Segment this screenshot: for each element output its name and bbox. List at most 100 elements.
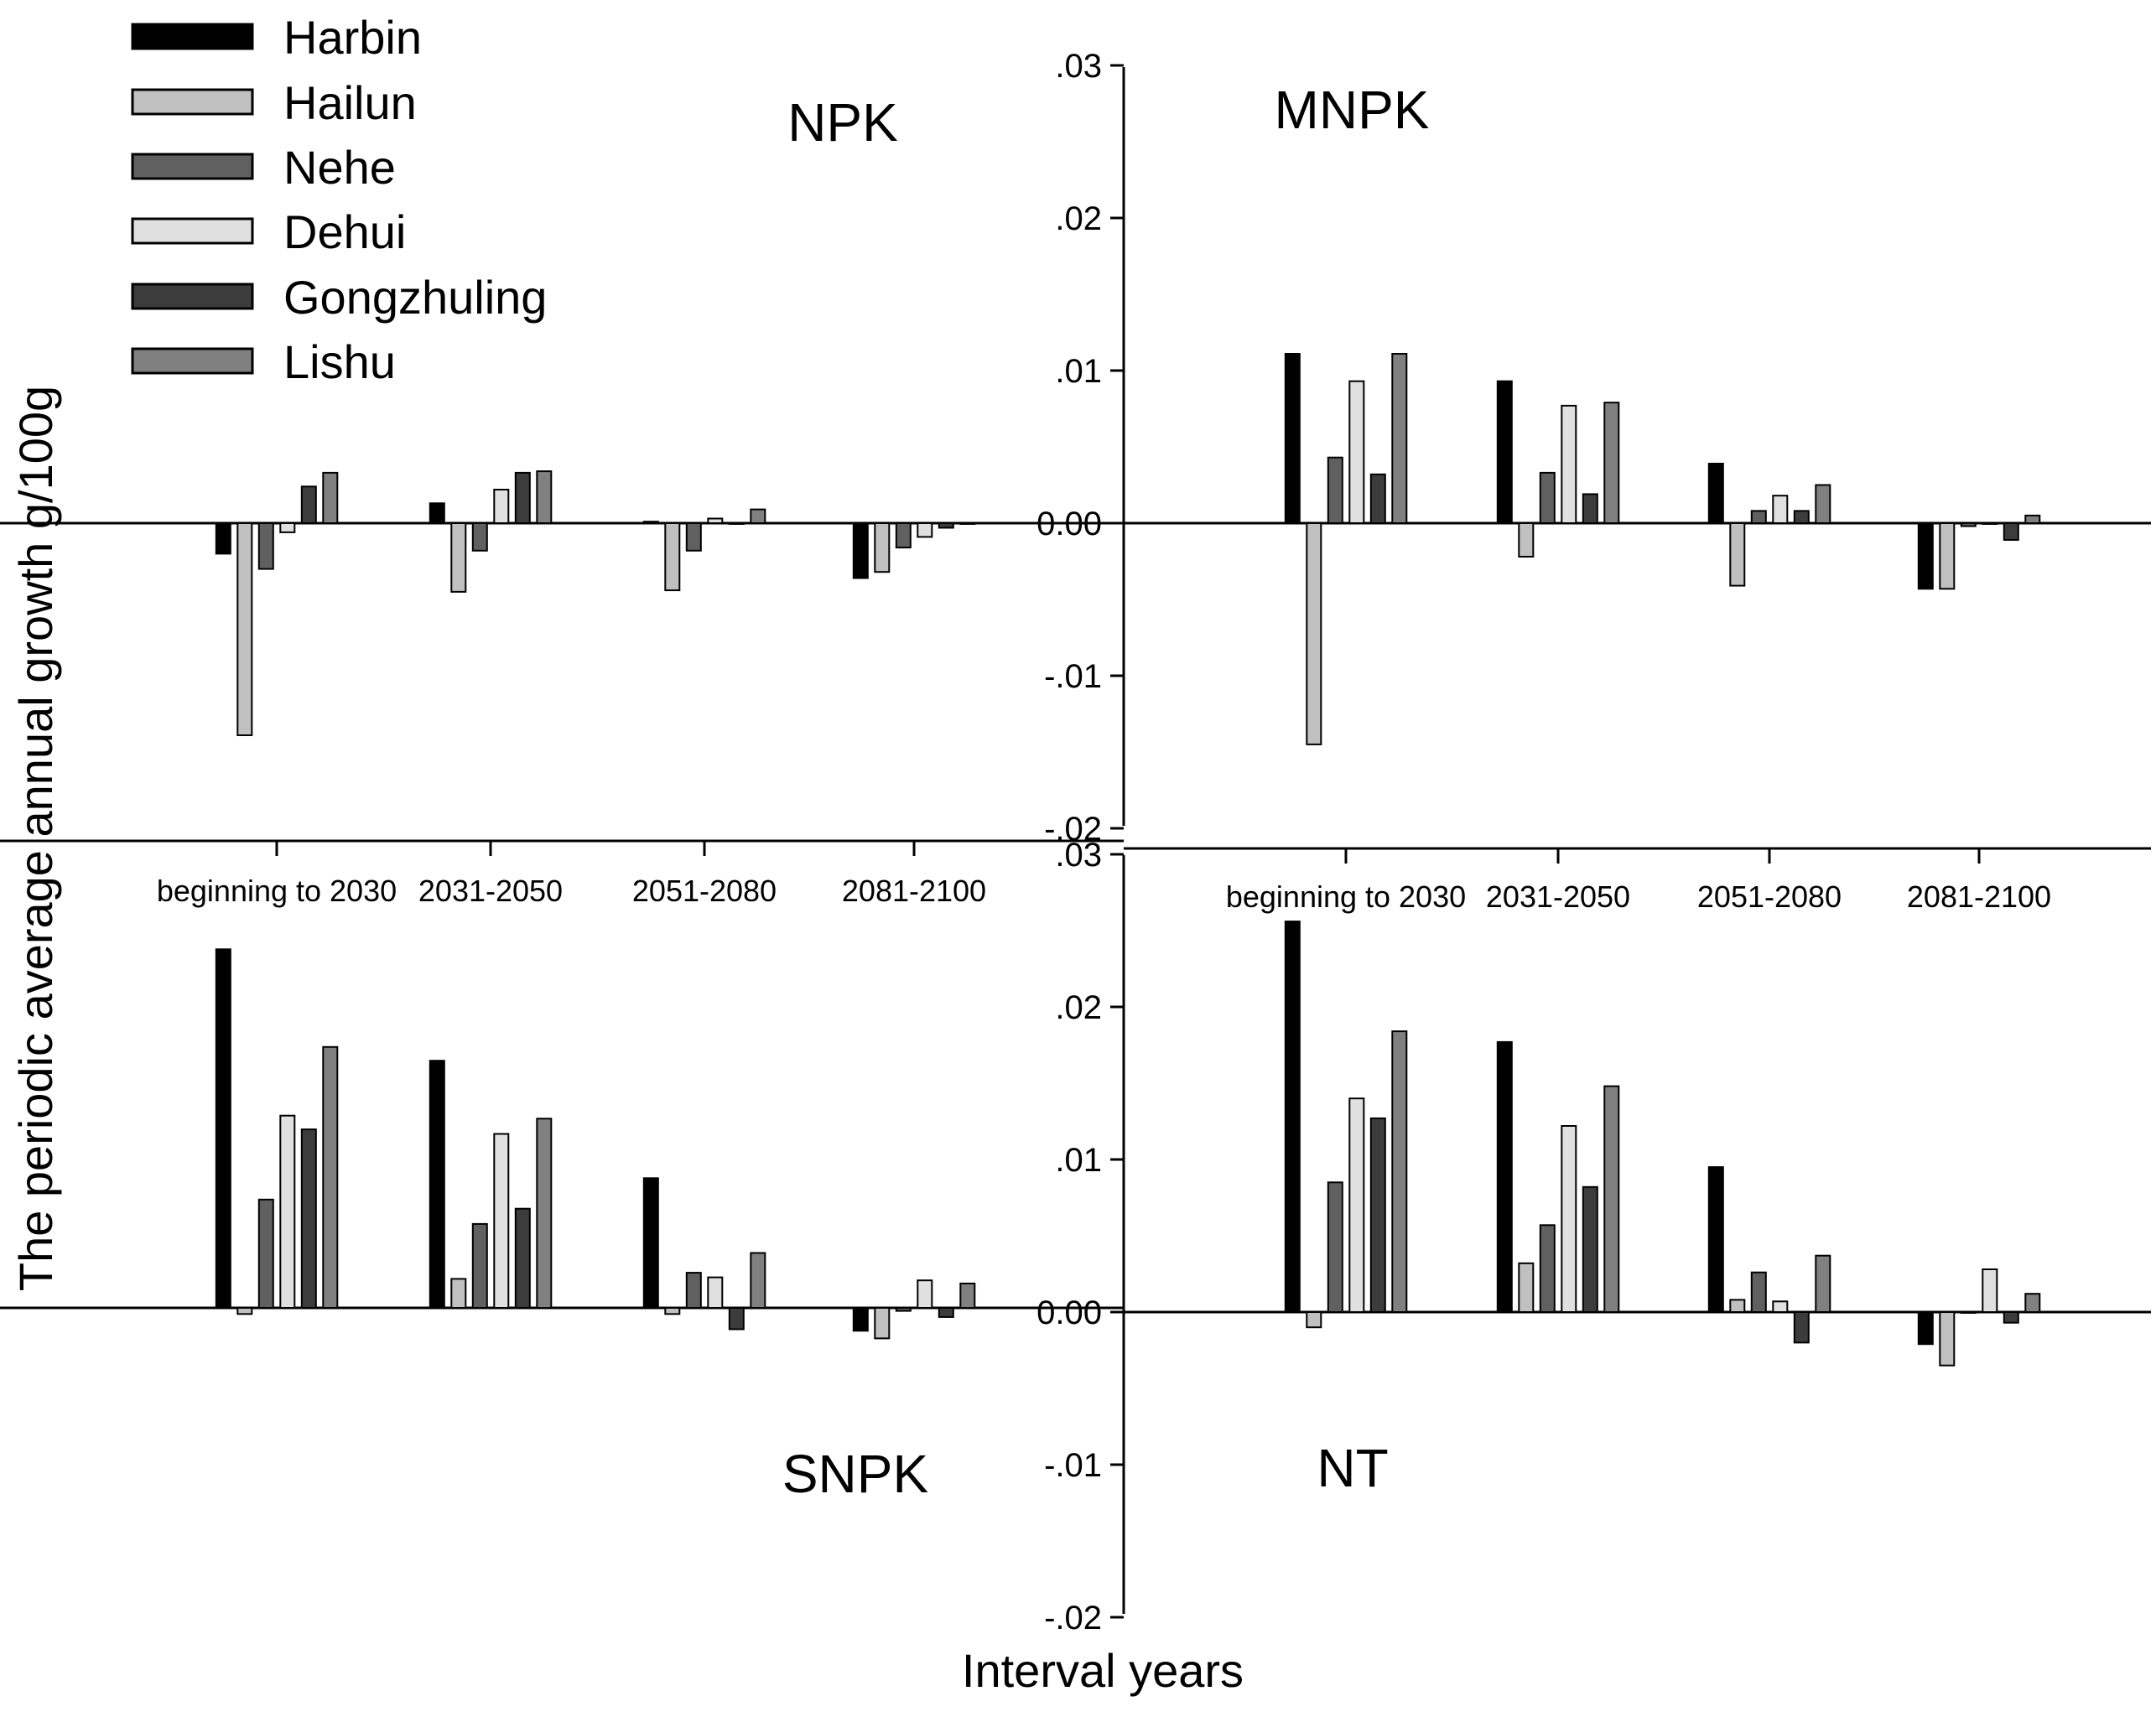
bar-mnpk-nehe-3 xyxy=(1750,510,1767,525)
legend-swatch-hailun xyxy=(131,88,254,116)
bar-mnpk-gongzhuling-1 xyxy=(1369,473,1386,524)
bar-nt-nehe-1 xyxy=(1327,1181,1343,1314)
legend-label-nehe: Nehe xyxy=(283,141,396,194)
nt-y-tick-label-2: .02 xyxy=(1055,989,1102,1026)
bar-snpk-harbin-2 xyxy=(429,1060,445,1309)
bar-npk-gongzhuling-3 xyxy=(728,522,745,525)
bar-nt-dehui-2 xyxy=(1561,1125,1577,1313)
bar-nt-gongzhuling-2 xyxy=(1582,1185,1598,1314)
bar-npk-hailun-4 xyxy=(874,522,891,573)
panel-title-npk: NPK xyxy=(787,92,898,153)
bar-nt-lishu-2 xyxy=(1603,1085,1620,1313)
bar-npk-gongzhuling-2 xyxy=(514,471,531,525)
bar-snpk-gongzhuling-4 xyxy=(938,1307,954,1318)
bar-mnpk-lishu-1 xyxy=(1391,353,1408,524)
bar-mnpk-hailun-1 xyxy=(1306,522,1322,745)
bar-mnpk-hailun-2 xyxy=(1518,522,1535,558)
bar-npk-hailun-2 xyxy=(450,522,467,593)
legend-swatch-harbin xyxy=(131,23,254,50)
bar-nt-hailun-2 xyxy=(1518,1262,1535,1314)
panel-title-snpk: SNPK xyxy=(782,1444,928,1504)
bar-npk-nehe-4 xyxy=(895,522,912,549)
bar-mnpk-nehe-1 xyxy=(1327,456,1343,525)
bar-nt-dehui-4 xyxy=(1982,1268,1998,1313)
bar-npk-hailun-1 xyxy=(236,522,253,736)
mnpk-y-tick-label-2: .02 xyxy=(1055,200,1102,237)
bar-mnpk-harbin-3 xyxy=(1707,463,1724,524)
npk-cat-label-2: 2031-2050 xyxy=(418,874,563,908)
bar-snpk-lishu-1 xyxy=(322,1045,339,1310)
legend-label-gongzhuling: Gongzhuling xyxy=(283,271,547,324)
bar-mnpk-dehui-1 xyxy=(1348,380,1365,525)
mnpk-y-tick-label-6: -.02 xyxy=(1044,811,1102,848)
bar-mnpk-harbin-1 xyxy=(1284,353,1301,524)
legend-swatch-lishu xyxy=(131,347,254,375)
mnpk-cat-label-4: 2081-2100 xyxy=(1907,879,2051,914)
bar-npk-harbin-3 xyxy=(642,521,659,525)
bar-nt-harbin-1 xyxy=(1284,921,1301,1313)
y-axis-ticks: .03.02.010.00-.01-.02.03.02.010.00-.01-.… xyxy=(1036,48,1124,1637)
bar-snpk-nehe-4 xyxy=(895,1307,912,1312)
bar-mnpk-lishu-4 xyxy=(2024,514,2041,525)
npk-cat-label-3: 2051-2080 xyxy=(632,874,777,908)
mnpk-category-labels: beginning to 2030 2031-2050 2051-2080 20… xyxy=(1226,879,2051,914)
legend-swatch-nehe xyxy=(131,153,254,180)
bar-npk-gongzhuling-4 xyxy=(938,522,954,529)
bar-npk-lishu-4 xyxy=(959,522,976,525)
legend-label-harbin: Harbin xyxy=(283,11,422,64)
bar-mnpk-lishu-3 xyxy=(1815,484,1831,524)
bar-npk-harbin-4 xyxy=(852,522,869,579)
bar-nt-lishu-1 xyxy=(1391,1030,1408,1313)
bar-nt-nehe-3 xyxy=(1750,1271,1767,1313)
bar-snpk-gongzhuling-3 xyxy=(728,1307,745,1331)
legend-swatch-dehui xyxy=(131,217,254,245)
bar-mnpk-harbin-4 xyxy=(1917,522,1934,590)
x-axis-title: Interval years xyxy=(962,1644,1244,1697)
legend-label-hailun: Hailun xyxy=(283,76,417,129)
mnpk-y-tick-label-4: 0.00 xyxy=(1036,506,1102,542)
bar-npk-lishu-2 xyxy=(536,470,553,524)
bar-npk-nehe-2 xyxy=(471,522,488,552)
bar-nt-dehui-1 xyxy=(1348,1097,1365,1313)
bar-nt-nehe-2 xyxy=(1539,1224,1556,1314)
bar-npk-nehe-3 xyxy=(685,522,702,552)
bar-snpk-gongzhuling-1 xyxy=(300,1128,317,1309)
legend: Harbin Hailun Nehe Dehui Gongzhuling Lis… xyxy=(131,11,547,388)
bar-snpk-nehe-2 xyxy=(471,1222,488,1310)
bar-mnpk-hailun-4 xyxy=(1939,522,1956,590)
bar-snpk-dehui-2 xyxy=(493,1133,510,1309)
bar-snpk-hailun-2 xyxy=(450,1278,467,1310)
bar-npk-hailun-3 xyxy=(664,522,681,592)
bar-mnpk-hailun-3 xyxy=(1729,522,1746,587)
npk-cat-label-1: beginning to 2030 xyxy=(157,874,397,908)
bar-mnpk-gongzhuling-2 xyxy=(1582,493,1598,525)
bar-nt-hailun-1 xyxy=(1306,1311,1322,1329)
bar-npk-dehui-4 xyxy=(917,522,933,538)
bar-snpk-lishu-2 xyxy=(536,1118,553,1310)
npk-cat-label-4: 2081-2100 xyxy=(842,874,986,908)
y-axis-title: The periodic average annual growth g/100… xyxy=(9,386,62,1291)
mnpk-cat-label-3: 2051-2080 xyxy=(1697,879,1842,914)
panel-title-mnpk: MNPK xyxy=(1275,80,1430,140)
panel-title-nt: NT xyxy=(1317,1438,1388,1498)
nt-y-tick-label-1: .03 xyxy=(1055,837,1102,874)
bar-npk-lishu-3 xyxy=(750,508,766,524)
mnpk-y-tick-label-1: .03 xyxy=(1055,48,1102,85)
bar-nt-hailun-4 xyxy=(1939,1311,1956,1367)
bar-npk-dehui-1 xyxy=(279,522,296,533)
bar-marks xyxy=(215,353,2041,1367)
npk-category-labels: beginning to 2030 2031-2050 2051-2080 20… xyxy=(157,874,986,908)
bar-mnpk-gongzhuling-4 xyxy=(2003,522,2019,541)
legend-swatch-gongzhuling xyxy=(131,283,254,310)
bar-snpk-hailun-1 xyxy=(236,1307,253,1315)
bar-mnpk-nehe-4 xyxy=(1960,522,1977,527)
bar-npk-harbin-2 xyxy=(429,502,445,524)
bar-nt-lishu-4 xyxy=(2024,1293,2041,1313)
bar-mnpk-dehui-2 xyxy=(1561,404,1577,524)
bar-snpk-lishu-3 xyxy=(750,1252,766,1309)
bar-nt-harbin-2 xyxy=(1496,1040,1513,1314)
bar-nt-lishu-3 xyxy=(1815,1254,1831,1313)
bar-nt-hailun-3 xyxy=(1729,1299,1746,1314)
bar-snpk-lishu-4 xyxy=(959,1282,976,1310)
